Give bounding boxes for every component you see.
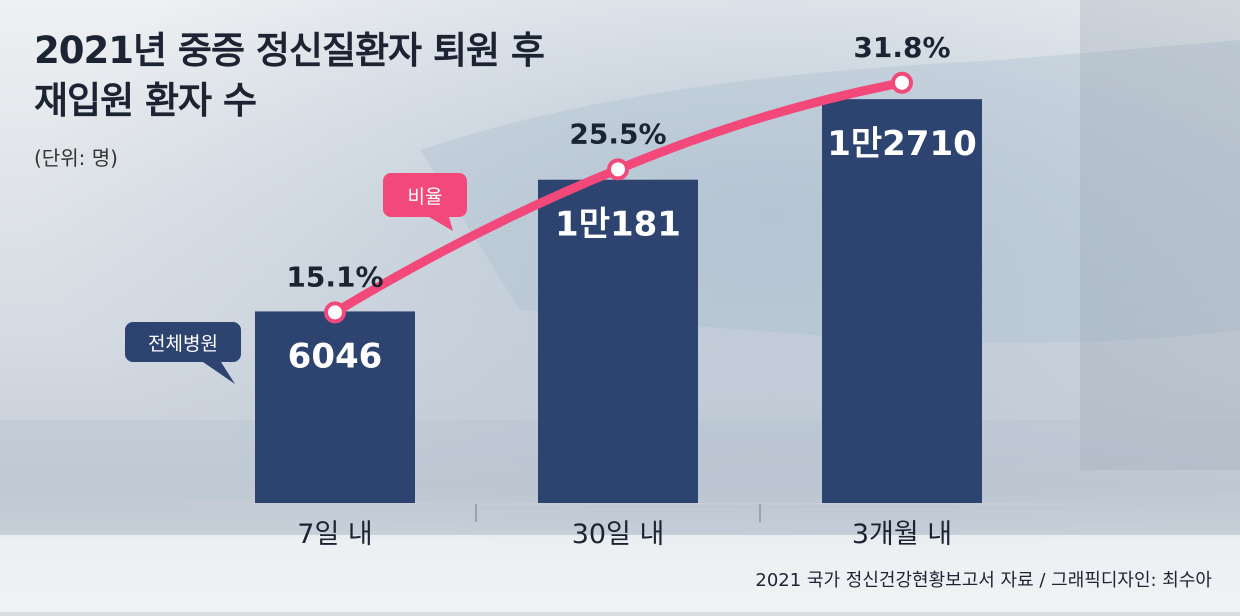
bar-legend-bubble	[125, 322, 241, 384]
bar-legend-callout: 전체병원	[125, 322, 241, 384]
bar-value-label-3: 1만2710	[827, 124, 977, 164]
bar-value-label-2: 1만181	[555, 205, 681, 245]
x-tick-label-3: 3개월 내	[852, 519, 952, 550]
chart-title: 2021년 중증 정신질환자 퇴원 후 재입원 환자 수	[34, 26, 545, 126]
line-legend-callout: 비율	[383, 173, 467, 231]
line-legend-label: 비율	[408, 186, 443, 208]
bar-1	[255, 311, 415, 504]
rate-point-2	[607, 158, 629, 181]
rate-value-label-3: 31.8%	[853, 31, 950, 64]
bar-value-label-1: 6046	[288, 336, 383, 376]
x-tick-label-1: 7일 내	[297, 519, 372, 550]
chart-title-line1: 2021년 중증 정신질환자 퇴원 후	[34, 29, 545, 72]
line-legend-bubble	[383, 173, 467, 231]
chart-title-line2: 재입원 환자 수	[34, 79, 257, 122]
rate-point-3	[891, 71, 913, 94]
rate-point-1	[324, 301, 346, 324]
bar-2	[538, 179, 698, 504]
x-tick-label-2: 30일 내	[572, 519, 665, 550]
rate-value-label-2: 25.5%	[569, 117, 666, 150]
rate-value-label-1: 15.1%	[286, 260, 383, 293]
bar-3	[822, 99, 982, 504]
source-credit: 2021 국가 정신건강현황보고서 자료 / 그래픽디자인: 최수아	[755, 570, 1212, 591]
bar-legend-label: 전체병원	[148, 333, 218, 355]
unit-label: (단위: 명)	[34, 146, 118, 170]
